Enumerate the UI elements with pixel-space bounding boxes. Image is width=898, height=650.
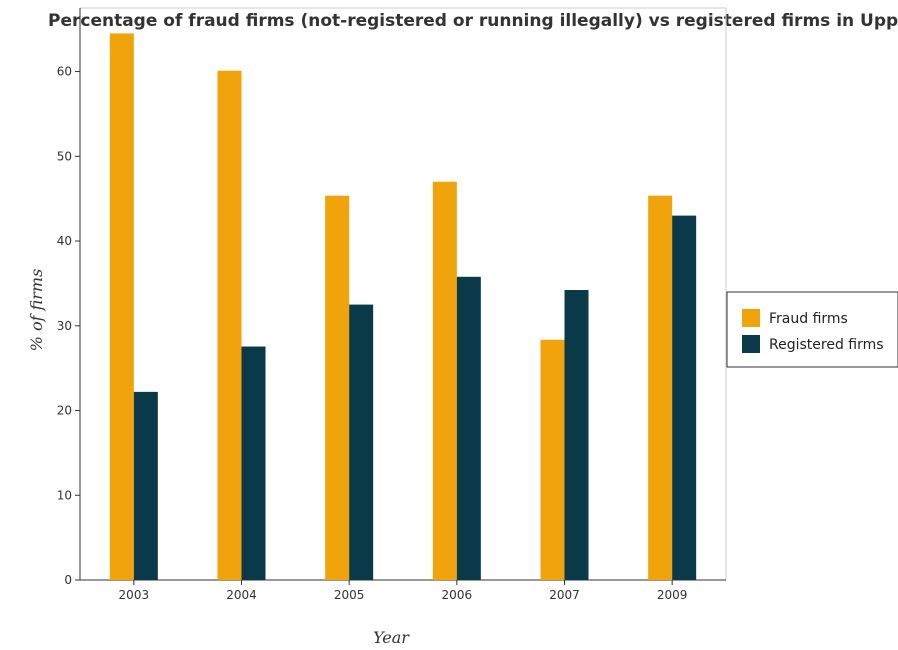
- bar-fraud-2007: [540, 339, 565, 580]
- y-tick-label: 20: [57, 404, 72, 418]
- x-tick-label: 2007: [549, 588, 580, 602]
- bar-fraud-2004: [217, 70, 242, 581]
- legend-label-fraud: Fraud firms: [769, 311, 848, 327]
- y-axis-label: % of firms: [27, 269, 46, 352]
- x-tick-label: 2009: [657, 588, 688, 602]
- bar-fraud-2003: [109, 33, 134, 580]
- x-tick-label: 2004: [226, 588, 257, 602]
- plot-area: 0 10 20 30 40 50 60 2003 2004 2005 2006 2007 2009: [57, 7, 727, 602]
- legend-box: [726, 291, 898, 368]
- plot-frame: [79, 7, 727, 581]
- bar-fraud-2005: [325, 195, 350, 580]
- y-tick-label: 60: [57, 65, 72, 79]
- bar-registered-2006: [456, 276, 481, 580]
- x-tick-label: 2006: [442, 588, 473, 602]
- bar-registered-2009: [672, 215, 697, 581]
- y-tick-label: 10: [57, 488, 72, 502]
- legend-swatch-fraud: [742, 309, 760, 327]
- y-tick-label: 50: [57, 149, 72, 163]
- bar-registered-2004: [241, 346, 266, 580]
- y-tick-label: 40: [57, 234, 72, 248]
- bar-registered-2005: [349, 304, 374, 580]
- legend-label-registered: Registered firms: [769, 337, 884, 353]
- legend: Fraud firms Registered firms: [726, 291, 898, 368]
- legend-swatch-registered: [742, 335, 760, 353]
- chart-title: Percentage of fraud firms (not-registere…: [48, 11, 898, 31]
- y-tick-label: 0: [64, 573, 72, 587]
- x-tick-label: 2003: [119, 588, 150, 602]
- bar-registered-2003: [133, 391, 158, 580]
- x-tick-label: 2005: [334, 588, 365, 602]
- bar-fraud-2009: [648, 195, 673, 580]
- x-axis-label: Year: [373, 628, 410, 647]
- bar-fraud-2006: [432, 181, 457, 581]
- y-tick-label: 30: [57, 319, 72, 333]
- bar-registered-2007: [564, 290, 589, 580]
